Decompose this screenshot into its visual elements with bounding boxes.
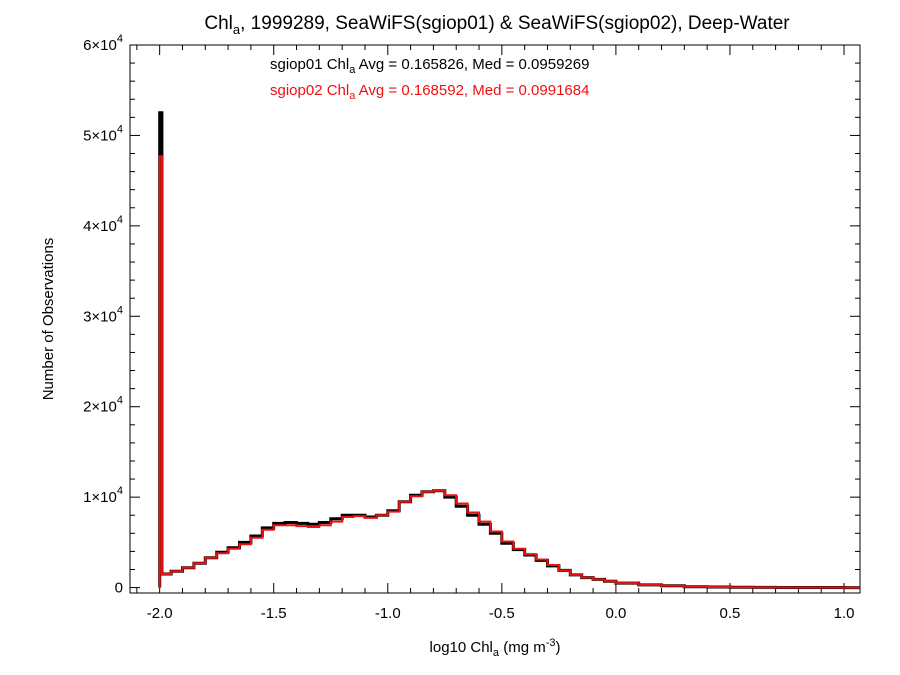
x-tick-label: -2.0 — [147, 605, 173, 622]
legend-sgiop02: sgiop02 Chla Avg = 0.168592, Med = 0.099… — [270, 82, 589, 102]
y-tick-label: 5×104 — [83, 123, 123, 144]
chart-title: Chla, 1999289, SeaWiFS(sgiop01) & SeaWiF… — [204, 13, 790, 37]
y-axis-label: Number of Observations — [40, 238, 57, 401]
series-line-sgiop02 — [158, 155, 860, 589]
y-tick-label: 4×104 — [83, 214, 123, 235]
y-tick-label: 6×104 — [83, 33, 123, 54]
legend-sgiop01: sgiop01 Chla Avg = 0.165826, Med = 0.095… — [270, 56, 589, 76]
x-tick-label: 0.5 — [720, 605, 741, 622]
x-axis-label: log10 Chla (mg m-3) — [430, 637, 561, 659]
y-tick-label: 1×104 — [83, 485, 123, 506]
x-tick-label: -1.5 — [261, 605, 287, 622]
plot-frame — [129, 44, 861, 594]
y-axis-ticks: 0 1×104 2×104 3×104 4×104 5×104 6×104 — [83, 33, 860, 597]
y-tick-label: 2×104 — [83, 395, 123, 416]
series-line-sgiop01 — [158, 111, 860, 590]
x-axis-ticks: -2.0 -1.5 -1.0 -0.5 0.0 0.5 1.0 — [136, 45, 855, 622]
series-layer — [158, 111, 860, 590]
y-tick-label: 0 — [115, 580, 123, 597]
x-tick-label: -1.0 — [375, 605, 401, 622]
x-tick-label: 1.0 — [834, 605, 855, 622]
y-tick-label: 3×104 — [83, 304, 123, 325]
x-tick-label: -0.5 — [489, 605, 515, 622]
x-tick-label: 0.0 — [605, 605, 626, 622]
